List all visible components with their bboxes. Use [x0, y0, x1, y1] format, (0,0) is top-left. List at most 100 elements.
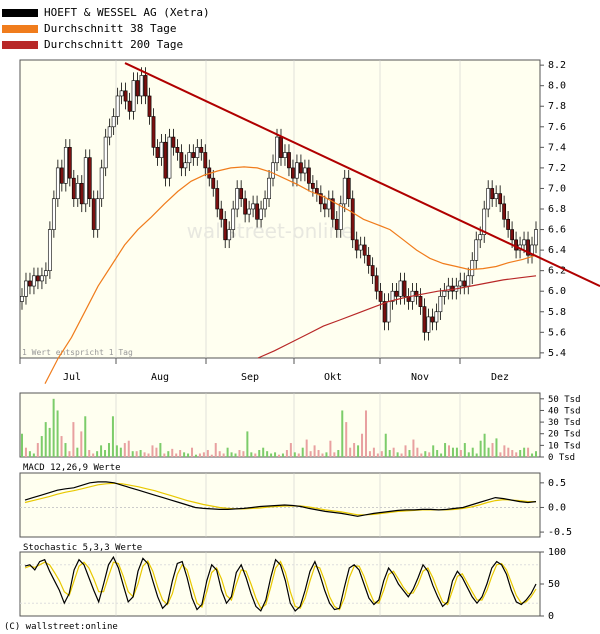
candle-body — [47, 229, 52, 271]
volume-bar — [274, 452, 277, 457]
volume-bar — [416, 447, 419, 457]
volume-bar — [400, 453, 403, 457]
volume-bar — [84, 416, 87, 457]
volume-bar — [270, 453, 273, 457]
legend-swatch-ma200 — [2, 41, 38, 49]
volume-bar — [262, 447, 265, 457]
stochastic-tick-label: 0 — [548, 611, 554, 622]
candle-body — [95, 198, 100, 230]
volume-bar — [246, 431, 249, 457]
month-label-okt: Okt — [324, 372, 342, 383]
candle-body — [187, 152, 192, 164]
volume-bar — [191, 447, 194, 457]
volume-bar — [432, 445, 435, 457]
volume-bar — [52, 398, 55, 457]
candle-body — [430, 316, 435, 323]
candle-body — [414, 290, 419, 297]
volume-bar — [392, 447, 395, 457]
price-tick-label: 8.0 — [548, 81, 566, 92]
candle-body — [55, 167, 60, 200]
volume-bar — [183, 452, 186, 457]
candle-body — [422, 306, 427, 333]
candle-body — [426, 316, 431, 333]
volume-bar — [250, 452, 253, 457]
volume-bar — [104, 450, 107, 457]
candle-body — [44, 270, 48, 277]
volume-bar — [92, 453, 95, 457]
volume-bar — [135, 451, 138, 457]
candle-body — [458, 280, 463, 287]
candle-body — [470, 260, 475, 277]
candle-body — [87, 157, 92, 200]
stochastic-title: Stochastic 5,3,3 Werte — [23, 543, 143, 553]
volume-bar — [357, 445, 360, 457]
candle-body — [247, 208, 252, 215]
volume-bar — [317, 450, 320, 457]
volume-bar — [380, 451, 383, 457]
candle-body — [378, 290, 383, 302]
price-tick-label: 6.2 — [548, 266, 566, 277]
candle-body — [354, 239, 359, 251]
candle-body — [402, 280, 407, 297]
candle-body — [498, 193, 503, 205]
stochastic-tick-label: 100 — [548, 547, 566, 558]
volume-tick-label: 30 Tsd — [548, 418, 581, 428]
price-tick-label: 8.2 — [548, 60, 566, 71]
volume-bar — [361, 433, 364, 457]
candle-body — [462, 280, 467, 287]
volume-bar — [167, 451, 170, 457]
volume-bar — [123, 443, 126, 457]
volume-bar — [404, 445, 407, 457]
price-tick-label: 7.4 — [548, 142, 566, 153]
candle-body — [63, 147, 68, 184]
candle-body — [486, 188, 491, 210]
volume-bar — [115, 445, 118, 457]
volume-panel — [19, 392, 541, 458]
volume-bar — [349, 447, 352, 457]
candle-body — [235, 188, 240, 210]
volume-bar — [230, 452, 233, 457]
macd-tick-label: 0.0 — [548, 502, 566, 513]
volume-bar — [159, 443, 162, 457]
footnote-label: 1 Wert entspricht 1 Tag — [22, 348, 133, 357]
volume-tick-label: 0 Tsd — [548, 453, 575, 463]
candle-body — [295, 162, 299, 179]
volume-bar — [436, 450, 439, 457]
volume-bar — [175, 453, 178, 457]
volume-bar — [44, 422, 47, 457]
volume-bar — [337, 450, 340, 457]
volume-bar — [32, 453, 35, 457]
month-label-sep: Sep — [241, 372, 259, 383]
candle-body — [334, 218, 339, 230]
volume-bar — [376, 453, 379, 457]
candle-body — [223, 218, 228, 241]
volume-bar — [448, 445, 451, 457]
candle-body — [267, 177, 271, 200]
volume-bar — [194, 454, 197, 457]
candle-body — [215, 188, 220, 210]
volume-bar — [179, 450, 182, 457]
candle-body — [251, 203, 256, 210]
volume-bar — [48, 427, 51, 457]
volume-bar — [234, 453, 237, 457]
candle-body — [510, 229, 514, 241]
volume-tick-label: 50 Tsd — [548, 395, 581, 405]
price-tick-label: 7.0 — [548, 183, 566, 194]
candle-body — [163, 141, 168, 179]
candle-body — [219, 208, 224, 220]
candle-body — [103, 136, 108, 169]
volume-bar — [475, 453, 478, 457]
legend-label-price: HOEFT & WESSEL AG (Xetra) — [44, 6, 210, 19]
candle-body — [119, 90, 124, 97]
candle-body — [291, 167, 295, 179]
watermark: wallstreet-online — [187, 219, 354, 243]
macd-title: MACD 12,26,9 Werte — [23, 463, 121, 473]
candle-body — [482, 208, 487, 235]
candle-body — [330, 198, 335, 220]
candle-body — [382, 301, 387, 323]
price-panel — [19, 59, 541, 359]
legend-item-ma38: Durchschnitt 38 Tage — [2, 22, 176, 36]
candle-body — [175, 147, 180, 153]
month-label-dez: Dez — [491, 372, 509, 383]
